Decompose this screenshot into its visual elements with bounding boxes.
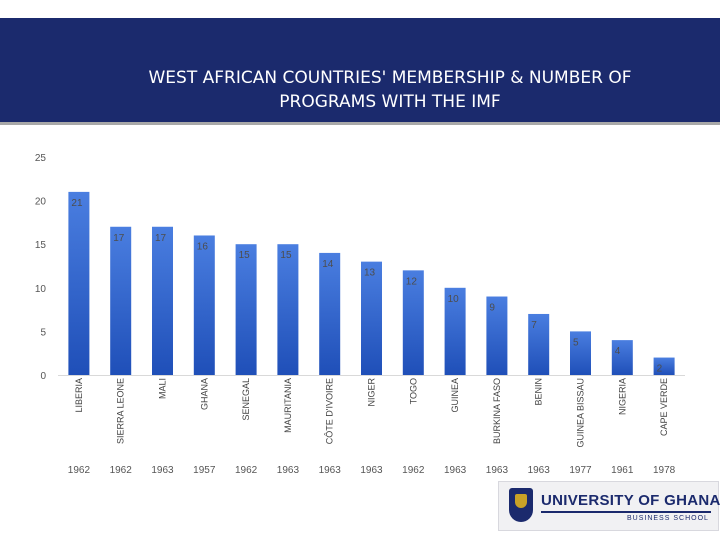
membership-year: 1962: [110, 465, 133, 476]
bar: [277, 244, 299, 375]
membership-year: 1963: [360, 465, 383, 476]
membership-year: 1962: [235, 465, 258, 476]
data-label: 17: [113, 233, 125, 244]
logo-subtitle: BUSINESS SCHOOL: [627, 515, 709, 522]
membership-year: 1963: [444, 465, 467, 476]
bar: [444, 287, 466, 375]
bar: [402, 270, 424, 375]
y-tick-label: 25: [35, 153, 47, 164]
university-logo: UNIVERSITY OF GHANA BUSINESS SCHOOL: [498, 481, 720, 531]
bar: [152, 226, 173, 375]
membership-year: 1961: [611, 465, 634, 476]
category-label: SIERRA LEONE: [116, 378, 126, 444]
bar: [528, 313, 550, 375]
y-tick-label: 10: [35, 284, 47, 295]
bar: [110, 226, 132, 375]
bar: [68, 191, 90, 375]
logo-divider: [541, 511, 711, 513]
category-label: CÔTE D'IVOIRE: [325, 378, 335, 444]
slide-title: WEST AFRICAN COUNTRIES' MEMBERSHIP & NUM…: [120, 66, 660, 114]
slide-header: [0, 18, 720, 125]
membership-year: 1962: [402, 465, 425, 476]
data-label: 14: [322, 259, 334, 270]
membership-year: 1963: [486, 465, 509, 476]
membership-year: 1977: [569, 465, 592, 476]
data-label: 12: [406, 276, 418, 287]
title-line-1: WEST AFRICAN COUNTRIES' MEMBERSHIP & NUM…: [148, 68, 632, 88]
membership-year: 1963: [151, 465, 174, 476]
crest-icon: [509, 488, 533, 522]
x-axis-labels: LIBERIA SIERRA LEONE MALI GHANA SENEGAL MAURI…: [74, 378, 669, 448]
category-label: MALI: [158, 378, 168, 399]
bar: [361, 261, 382, 375]
category-label: TOGO: [408, 378, 418, 404]
data-label: 2: [657, 364, 663, 375]
top-strip: [0, 0, 720, 18]
category-label: SENEGAL: [241, 378, 251, 421]
category-label: MAURITANIA: [283, 378, 293, 433]
category-label: BURKINA FASO: [492, 378, 502, 444]
data-label: 17: [155, 233, 167, 244]
category-label: GUINEA: [450, 378, 460, 413]
bar-chart: 0 5 10 15 20 25 21 17 17 16 15 15 14 13 12 10 9 7 5 4 2 LIB…: [35, 153, 685, 476]
data-label: 4: [615, 346, 621, 357]
category-label: GUINEA BISSAU: [576, 378, 586, 448]
category-label: NIGERIA: [617, 378, 627, 415]
data-label: 16: [197, 241, 209, 252]
category-label: NIGER: [367, 378, 377, 407]
membership-year: 1957: [193, 465, 216, 476]
bar: [653, 357, 675, 375]
bar: [611, 340, 633, 375]
y-tick-label: 20: [35, 197, 47, 208]
bar: [319, 252, 341, 375]
bar: [570, 331, 591, 375]
membership-year: 1963: [528, 465, 551, 476]
bar: [235, 244, 257, 375]
membership-year-row: 1962 1962 1963 1957 1962 1963 1963 1963 1962 1963…: [68, 465, 676, 476]
data-label: 15: [239, 250, 251, 261]
data-label: 13: [364, 268, 376, 279]
category-label: LIBERIA: [74, 378, 84, 413]
data-label: 7: [531, 320, 537, 331]
category-label: GHANA: [199, 378, 209, 410]
data-label: 10: [448, 294, 460, 305]
membership-year: 1978: [653, 465, 676, 476]
membership-year: 1962: [68, 465, 91, 476]
y-tick-label: 15: [35, 240, 47, 251]
category-label: CAPE VERDE: [659, 378, 669, 436]
data-label: 9: [489, 303, 495, 314]
bar: [193, 235, 215, 375]
bar: [486, 296, 508, 375]
data-label: 15: [280, 250, 292, 261]
bar-series: 21 17 17 16 15 15 14 13 12 10 9 7 5 4 2: [68, 191, 675, 375]
membership-year: 1963: [319, 465, 342, 476]
data-label: 21: [71, 198, 83, 209]
membership-year: 1963: [277, 465, 300, 476]
y-tick-label: 5: [40, 327, 46, 338]
title-line-2: PROGRAMS WITH THE IMF: [279, 92, 501, 112]
data-label: 5: [573, 337, 579, 348]
category-label: BENIN: [534, 378, 544, 406]
logo-name: UNIVERSITY OF GHANA: [541, 492, 720, 509]
y-tick-label: 0: [40, 371, 46, 382]
